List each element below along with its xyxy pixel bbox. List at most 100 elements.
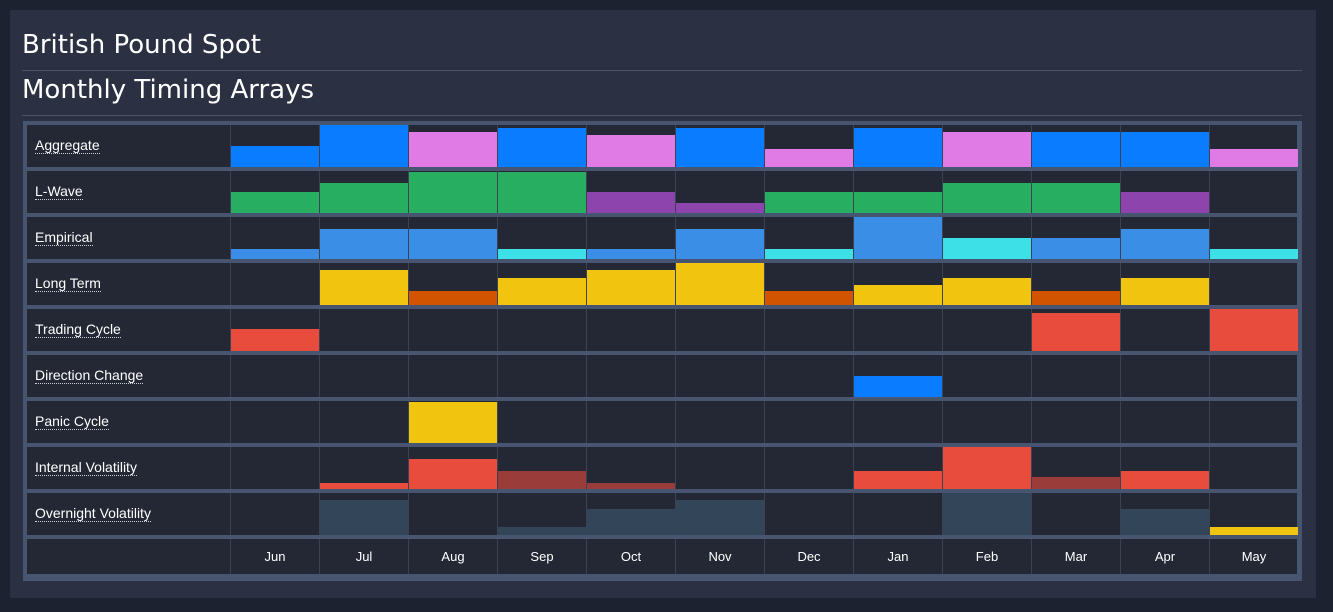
bar-long-term-jul: [320, 270, 408, 305]
cell-l-wave-aug: [408, 171, 497, 213]
cell-panic-cycle-may: [1209, 401, 1298, 443]
bar-aggregate-sep: [498, 128, 586, 167]
cell-trading-cycle-mar: [1031, 309, 1120, 351]
bar-direction-change-jan: [854, 376, 942, 397]
row-direction-change: Direction Change: [27, 355, 1297, 397]
cell-aggregate-nov: [675, 125, 764, 167]
timing-array-panel: British Pound Spot Monthly Timing Arrays…: [10, 10, 1316, 598]
row-label-cell: Direction Change: [27, 355, 230, 397]
cell-empirical-sep: [497, 217, 586, 259]
row-long-term: Long Term: [27, 263, 1297, 305]
bar-overnight-volatility-nov: [676, 500, 764, 535]
cell-trading-cycle-jun: [230, 309, 319, 351]
bar-internal-volatility-aug: [409, 459, 497, 489]
month-label-jul: Jul: [319, 539, 408, 574]
bar-l-wave-jul: [320, 183, 408, 213]
cell-trading-cycle-apr: [1120, 309, 1209, 351]
row-internal-volatility: Internal Volatility: [27, 447, 1297, 489]
bar-trading-cycle-may: [1210, 309, 1298, 351]
cell-long-term-apr: [1120, 263, 1209, 305]
bar-empirical-dec: [765, 249, 853, 259]
cell-trading-cycle-feb: [942, 309, 1031, 351]
cell-empirical-jan: [853, 217, 942, 259]
bar-long-term-jan: [854, 285, 942, 305]
cell-aggregate-oct: [586, 125, 675, 167]
cell-l-wave-jun: [230, 171, 319, 213]
bar-internal-volatility-mar: [1032, 477, 1120, 489]
month-label-feb: Feb: [942, 539, 1031, 574]
bar-long-term-feb: [943, 278, 1031, 305]
cell-empirical-apr: [1120, 217, 1209, 259]
row-label-cell: Long Term: [27, 263, 230, 305]
cell-direction-change-mar: [1031, 355, 1120, 397]
row-label-cell: Aggregate: [27, 125, 230, 167]
cell-internal-volatility-aug: [408, 447, 497, 489]
row-label-l-wave[interactable]: L-Wave: [35, 183, 83, 200]
cell-overnight-volatility-feb: [942, 493, 1031, 535]
row-label-overnight-volatility[interactable]: Overnight Volatility: [35, 505, 151, 522]
row-label-cell: Panic Cycle: [27, 401, 230, 443]
cell-l-wave-feb: [942, 171, 1031, 213]
month-label-aug: Aug: [408, 539, 497, 574]
cell-panic-cycle-dec: [764, 401, 853, 443]
month-label-mar: Mar: [1031, 539, 1120, 574]
bar-empirical-nov: [676, 229, 764, 259]
cell-empirical-mar: [1031, 217, 1120, 259]
bar-l-wave-mar: [1032, 183, 1120, 213]
cell-empirical-oct: [586, 217, 675, 259]
cell-long-term-jun: [230, 263, 319, 305]
timing-array-grid: Aggregate L-Wave Empirical Long Term Trading…: [23, 121, 1302, 581]
title-divider: [22, 70, 1302, 71]
cell-panic-cycle-sep: [497, 401, 586, 443]
bar-long-term-apr: [1121, 278, 1209, 305]
month-label-dec: Dec: [764, 539, 853, 574]
cell-panic-cycle-jun: [230, 401, 319, 443]
cell-overnight-volatility-apr: [1120, 493, 1209, 535]
bar-aggregate-dec: [765, 149, 853, 167]
bar-l-wave-feb: [943, 183, 1031, 213]
row-label-long-term[interactable]: Long Term: [35, 275, 101, 292]
bar-trading-cycle-jun: [231, 329, 319, 351]
row-label-cell: Internal Volatility: [27, 447, 230, 489]
row-label-empirical[interactable]: Empirical: [35, 229, 93, 246]
bar-aggregate-aug: [409, 132, 497, 167]
cell-overnight-volatility-may: [1209, 493, 1298, 535]
bar-empirical-jun: [231, 249, 319, 259]
bar-aggregate-mar: [1032, 132, 1120, 167]
cell-aggregate-jul: [319, 125, 408, 167]
cell-empirical-aug: [408, 217, 497, 259]
cell-direction-change-nov: [675, 355, 764, 397]
cell-empirical-dec: [764, 217, 853, 259]
bar-empirical-jan: [854, 217, 942, 259]
cell-trading-cycle-sep: [497, 309, 586, 351]
cell-direction-change-may: [1209, 355, 1298, 397]
bar-l-wave-dec: [765, 192, 853, 213]
row-label-internal-volatility[interactable]: Internal Volatility: [35, 459, 137, 476]
cell-overnight-volatility-mar: [1031, 493, 1120, 535]
bar-aggregate-jul: [320, 125, 408, 167]
month-label-nov: Nov: [675, 539, 764, 574]
bar-empirical-mar: [1032, 238, 1120, 259]
cell-internal-volatility-mar: [1031, 447, 1120, 489]
cell-l-wave-apr: [1120, 171, 1209, 213]
bar-long-term-nov: [676, 263, 764, 305]
cell-aggregate-feb: [942, 125, 1031, 167]
cell-long-term-jul: [319, 263, 408, 305]
cell-panic-cycle-apr: [1120, 401, 1209, 443]
cell-internal-volatility-jun: [230, 447, 319, 489]
cell-direction-change-apr: [1120, 355, 1209, 397]
row-label-aggregate[interactable]: Aggregate: [35, 137, 100, 154]
bar-overnight-volatility-feb: [943, 493, 1031, 535]
row-label-direction-change[interactable]: Direction Change: [35, 367, 144, 384]
row-panic-cycle: Panic Cycle: [27, 401, 1297, 443]
cell-direction-change-jul: [319, 355, 408, 397]
cell-overnight-volatility-oct: [586, 493, 675, 535]
cell-trading-cycle-oct: [586, 309, 675, 351]
bar-aggregate-apr: [1121, 132, 1209, 167]
bar-l-wave-jan: [854, 192, 942, 213]
cell-trading-cycle-jan: [853, 309, 942, 351]
row-label-trading-cycle[interactable]: Trading Cycle: [35, 321, 121, 338]
cell-direction-change-jun: [230, 355, 319, 397]
row-label-panic-cycle[interactable]: Panic Cycle: [35, 413, 109, 430]
bar-overnight-volatility-may: [1210, 527, 1298, 535]
